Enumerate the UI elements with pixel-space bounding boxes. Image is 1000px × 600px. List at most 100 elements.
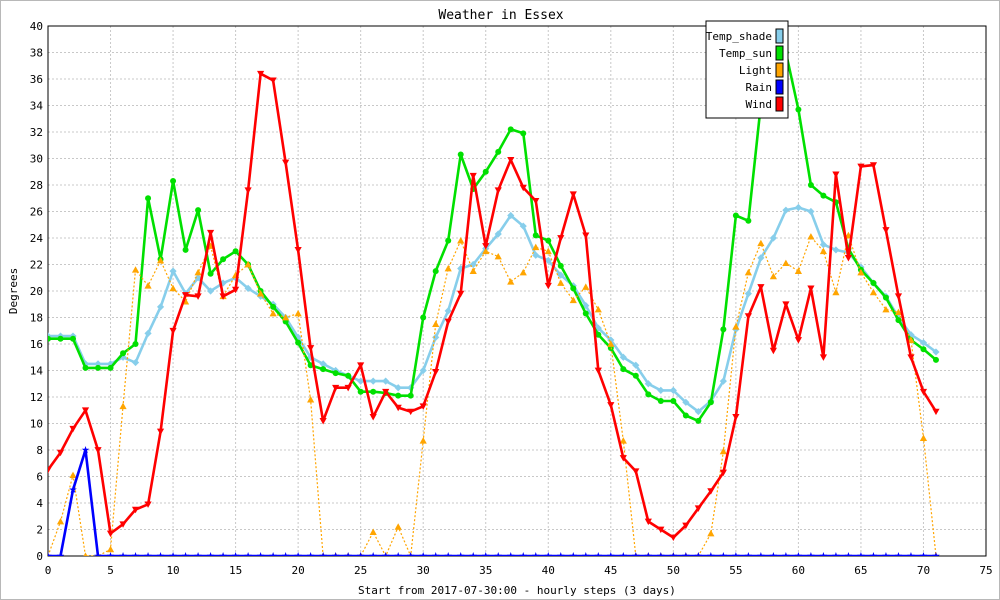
data-point-rain xyxy=(769,552,778,556)
data-point-wind xyxy=(294,247,302,254)
y-tick-label: 32 xyxy=(30,126,43,139)
x-tick-label: 75 xyxy=(979,564,992,577)
data-point-temp-sun xyxy=(595,331,602,338)
y-tick-label: 14 xyxy=(30,365,44,378)
data-point-temp-shade xyxy=(632,361,640,369)
data-point-temp-shade xyxy=(507,211,515,220)
data-point-temp-shade xyxy=(794,203,802,212)
data-point-rain xyxy=(732,552,740,556)
data-point-light xyxy=(282,313,290,321)
data-point-temp-shade xyxy=(144,329,152,337)
data-point-rain xyxy=(294,552,302,556)
data-point-temp-shade xyxy=(382,377,390,385)
data-point-wind xyxy=(119,521,127,528)
x-tick-label: 25 xyxy=(354,564,367,577)
data-point-wind xyxy=(557,235,565,242)
data-point-rain xyxy=(181,552,190,556)
x-tick-label: 5 xyxy=(107,564,114,577)
data-point-wind xyxy=(819,354,828,361)
data-point-light xyxy=(744,268,752,276)
legend-swatch xyxy=(775,28,784,44)
data-point-rain xyxy=(219,552,227,556)
data-point-wind xyxy=(482,243,490,250)
data-point-rain xyxy=(682,552,690,556)
data-point-rain xyxy=(419,552,427,556)
data-point-temp-sun xyxy=(145,195,152,202)
data-point-rain xyxy=(782,552,790,556)
data-point-wind xyxy=(844,254,853,262)
y-tick-label: 36 xyxy=(30,73,43,86)
data-point-temp-sun xyxy=(48,335,51,342)
data-point-temp-sun xyxy=(95,364,102,371)
data-point-rain xyxy=(919,552,928,556)
x-tick-label: 30 xyxy=(417,564,430,577)
data-point-temp-sun xyxy=(295,339,302,346)
y-tick-label: 10 xyxy=(30,418,43,431)
data-point-temp-shade xyxy=(932,348,940,356)
data-point-rain xyxy=(481,552,490,556)
data-point-light xyxy=(544,247,552,255)
data-point-temp-sun xyxy=(207,270,214,277)
data-point-light xyxy=(619,437,627,444)
data-point-rain xyxy=(81,446,90,454)
data-point-temp-sun xyxy=(620,366,627,373)
data-point-rain xyxy=(106,552,115,556)
data-point-wind xyxy=(782,301,790,308)
data-point-temp-sun xyxy=(882,294,889,301)
data-point-wind xyxy=(794,337,802,344)
data-point-wind xyxy=(357,362,365,369)
data-point-rain xyxy=(56,552,65,556)
data-point-rain xyxy=(869,552,878,556)
data-point-light xyxy=(131,266,140,273)
y-axis-label: Degrees xyxy=(7,268,20,314)
data-point-temp-sun xyxy=(345,372,352,379)
data-point-wind xyxy=(419,403,427,410)
y-tick-label: 38 xyxy=(30,47,43,60)
y-tick-label: 30 xyxy=(30,153,43,166)
data-point-wind xyxy=(206,229,215,237)
data-point-light xyxy=(719,447,727,455)
data-point-light xyxy=(507,278,515,285)
data-point-wind xyxy=(832,171,840,178)
data-point-wind xyxy=(332,384,340,392)
data-point-light xyxy=(819,247,828,255)
series-line-light xyxy=(48,234,937,556)
data-point-temp-shade xyxy=(532,251,540,259)
data-point-temp-sun xyxy=(920,346,927,353)
data-point-rain xyxy=(894,552,903,556)
data-point-temp-sun xyxy=(932,356,939,363)
data-point-temp-sun xyxy=(557,262,564,269)
data-point-temp-shade xyxy=(244,284,252,292)
data-point-temp-shade xyxy=(169,267,177,275)
data-point-temp-sun xyxy=(695,417,702,424)
data-point-light xyxy=(919,434,928,441)
legend-swatch xyxy=(775,45,784,61)
data-point-rain xyxy=(281,552,290,556)
data-point-temp-sun xyxy=(495,148,502,155)
data-point-wind xyxy=(344,384,352,392)
legend-swatch xyxy=(775,96,784,112)
data-point-wind xyxy=(319,417,327,425)
data-point-temp-sun xyxy=(895,317,902,324)
data-point-wind xyxy=(807,285,815,292)
data-point-wind xyxy=(244,187,252,194)
data-point-wind xyxy=(719,469,727,477)
x-tick-label: 50 xyxy=(667,564,680,577)
data-point-wind xyxy=(932,408,940,416)
data-point-temp-shade xyxy=(694,407,702,416)
data-point-light xyxy=(156,256,165,264)
data-point-wind xyxy=(869,162,878,169)
data-point-temp-sun xyxy=(370,388,377,395)
data-point-light xyxy=(782,259,790,267)
data-point-wind xyxy=(657,526,665,534)
data-point-temp-sun xyxy=(807,182,814,188)
data-point-wind xyxy=(569,191,577,198)
data-point-wind xyxy=(282,159,290,167)
data-point-wind xyxy=(582,232,590,239)
data-point-temp-sun xyxy=(332,370,339,377)
data-point-wind xyxy=(232,286,240,294)
data-point-wind xyxy=(156,428,165,436)
data-point-wind xyxy=(919,388,928,396)
data-point-light xyxy=(757,239,765,247)
